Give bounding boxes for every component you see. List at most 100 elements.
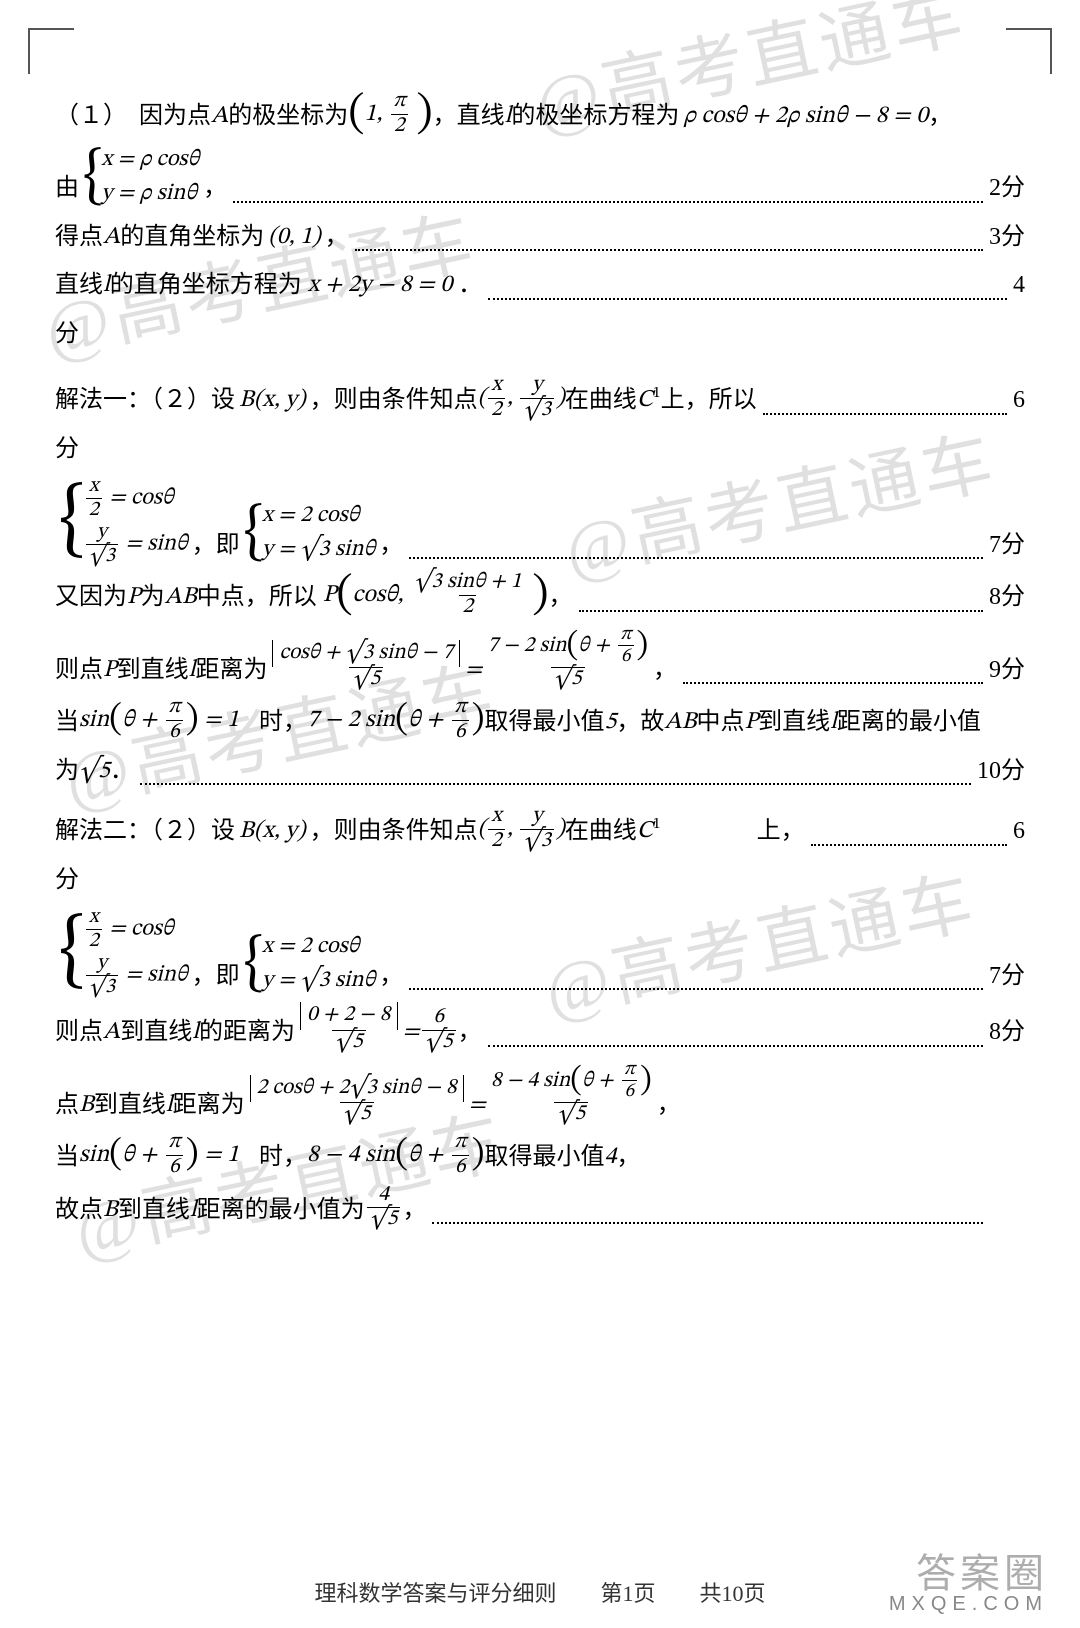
sym-A: A [103,215,120,259]
sym-l: l [190,1188,197,1232]
text: 在曲线 [565,378,637,422]
text: 取得最小值 [485,700,605,744]
text: 则点 [55,1010,103,1054]
score-10: 10分 [977,749,1025,793]
text: 到直线 [117,648,189,692]
dots [811,830,1007,845]
text: ， [203,166,227,210]
line-rect-eq: x + 2y − 8 = 0 [308,263,452,307]
score-6b: 6 [1013,809,1025,853]
system-1: { x = ρ cosθ y = ρ sinθ [83,143,199,211]
text: 中点，所以 [197,575,317,619]
text: ，即 [192,523,240,567]
five: 5 [605,700,617,744]
score-2: 2分 [989,166,1025,210]
dots [233,188,983,203]
text: 距离的最小值 [837,700,981,744]
text: 距离为 [173,1083,245,1127]
A-rect: (0, 1) [268,215,320,259]
text: ， [458,1010,482,1054]
sym-A: A [103,1010,120,1054]
system-2b: { x2 = cosθ y√3 = sinθ [59,906,188,998]
text: 到直线 [118,1188,190,1232]
score-8: 8分 [989,575,1025,619]
text: ， [616,1135,640,1179]
brand-watermark: 答案圈 MXQE.COM [889,1541,1048,1616]
method2-line: 解法二：（２）设 B(x, y) ，则由条件知点 (x2, y√3) 在曲线 C… [55,805,1025,854]
line-polar-eq: ρ cosθ + 2ρ sinθ − 8 = 0 [683,94,928,138]
dots [488,284,1007,299]
line-3: 得点 A 的直角坐标为 (0, 1) ， 3分 [55,215,1025,259]
text: 的距离为 [199,1010,295,1054]
text: ， [928,94,952,138]
C1b: C1 [637,809,661,853]
text: ， [402,1188,426,1232]
dA-frac2: 6 √5 [422,1006,456,1055]
when-row: 当 sin(θ + π6) = 1 时， 7 − 2 sin(θ + π6) 取… [55,696,1025,745]
dots [683,669,983,684]
sym-l: l [192,1010,199,1054]
text: 分 [55,858,79,902]
ans2: 4 √5 [367,1184,401,1233]
text: 又因为 [55,575,127,619]
text: 距离为 [195,648,267,692]
text: ，直线 [433,94,505,138]
eq: = [469,1083,486,1127]
four: 4 [605,1135,617,1179]
text: ， [657,1083,681,1127]
sym-l: l [830,700,837,744]
dist-B-row: 点 B 到直线 l 距离为 2 cosθ + 2√3 sinθ − 8 √5 =… [55,1059,1025,1128]
text: 为 [141,575,165,619]
Bxy: B(x, y) [239,809,306,853]
sym-P: P [103,648,117,692]
sym-P: P [744,700,758,744]
sym-B: B [79,1083,94,1127]
text: 当 [55,700,79,744]
text: ， [379,523,403,567]
line-4b: 分 [55,312,1025,356]
score-9: 9分 [989,648,1025,692]
method1-line: 解法一：（２）设 B(x, y) ，则由条件知点 (x2, y√3) 在曲线 C… [55,374,1025,423]
dist-frac-1: cosθ + √3 sinθ − 7 √5 [269,640,463,693]
ans1-row: 为 √5 ． 10分 [55,749,1025,793]
sym-l: l [189,648,196,692]
dots [432,1209,983,1224]
dots [355,236,983,251]
text: ， [549,575,573,619]
text: 距离的最小值为 [197,1188,365,1232]
midpoint2: (x2, y√3) [478,805,565,854]
text: 为 [55,749,79,793]
line-2: 由 { x = ρ cosθ y = ρ sinθ ， 2分 [55,143,1025,211]
system-2: { x2 = cosθ y√3 = sinθ [59,475,188,567]
system-3: { x = 2 cosθ y = √3 sinθ [244,499,376,567]
text: 分 [55,312,79,356]
sym-P: P [127,575,141,619]
method1-line-b: 分 [55,427,1025,471]
corner-top-left [28,28,74,74]
text: 由 [55,166,79,210]
P-row: 又因为 P 为 AB 中点，所以 P(cosθ, √3 sinθ + 12 ) … [55,571,1025,620]
ans1: √5 [79,749,110,793]
score-8b: 8分 [989,1010,1025,1054]
brand-name: 答案圈 [889,1541,1048,1599]
line-1: （１） 因为点 A 的极坐标为 (1, π2 ) ，直线 l 的极坐标方程为 ρ… [55,90,1025,139]
polar-A: (1, π2 ) [348,90,432,139]
text: 当 [55,1135,79,1179]
text: 取得最小值 [485,1135,605,1179]
eq: = [403,1010,420,1054]
P-coords: P(cosθ, √3 sinθ + 12 ) [323,571,549,620]
dots [488,1032,983,1047]
sym-l: l [505,94,512,138]
text: 则点 [55,648,103,692]
text: 上， [757,809,805,853]
score-4: 4 [1013,263,1025,307]
page-content: （１） 因为点 A 的极坐标为 (1, π2 ) ，直线 l 的极坐标方程为 ρ… [0,0,1080,1276]
expr-72sin: 7 − 2 sin(θ + π6) [307,696,485,745]
text: 得点 [55,215,103,259]
text: 故点 [55,1188,103,1232]
text: 分 [55,427,79,471]
dB-frac: 2 cosθ + 2√3 sinθ − 8 √5 [247,1075,467,1128]
text: ，则由条件知点 [310,378,478,422]
sin-eq-1: sin(θ + π6) = 1 [79,696,239,745]
Bxy: B(x, y) [239,378,306,422]
